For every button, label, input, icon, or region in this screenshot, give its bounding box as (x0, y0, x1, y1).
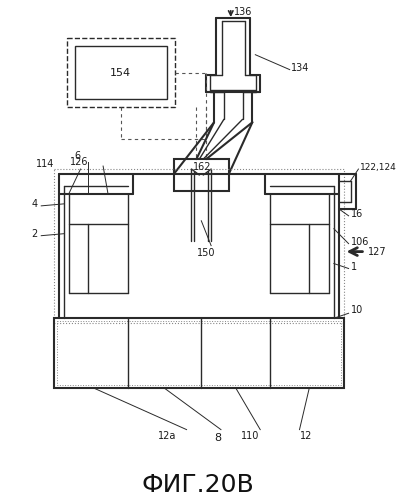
Text: 127: 127 (368, 246, 387, 256)
Bar (57, 321, 341, 385)
Text: 16: 16 (351, 209, 363, 219)
Bar (174, 159, 229, 191)
Text: 10: 10 (351, 306, 363, 316)
Text: 114: 114 (36, 159, 54, 169)
Bar (75, 46, 167, 100)
Text: 122,124: 122,124 (360, 162, 397, 172)
Text: 12: 12 (300, 430, 312, 440)
Text: 6: 6 (75, 151, 81, 161)
Text: ФИГ.20В: ФИГ.20В (142, 474, 255, 498)
Text: 162: 162 (194, 162, 212, 172)
Bar (54, 169, 344, 323)
Text: 136: 136 (234, 7, 252, 17)
Text: 4: 4 (31, 199, 37, 209)
Text: 110: 110 (241, 430, 260, 440)
Text: 1: 1 (351, 262, 357, 272)
Bar (54, 318, 344, 388)
Text: 8: 8 (214, 432, 222, 442)
Text: 106: 106 (351, 236, 369, 246)
Text: 12a: 12a (158, 430, 176, 440)
Text: 134: 134 (291, 62, 309, 72)
Text: 2: 2 (31, 228, 37, 238)
Bar (67, 38, 175, 108)
Text: 150: 150 (197, 248, 215, 258)
Text: 154: 154 (110, 68, 131, 78)
Text: 126: 126 (70, 157, 88, 167)
